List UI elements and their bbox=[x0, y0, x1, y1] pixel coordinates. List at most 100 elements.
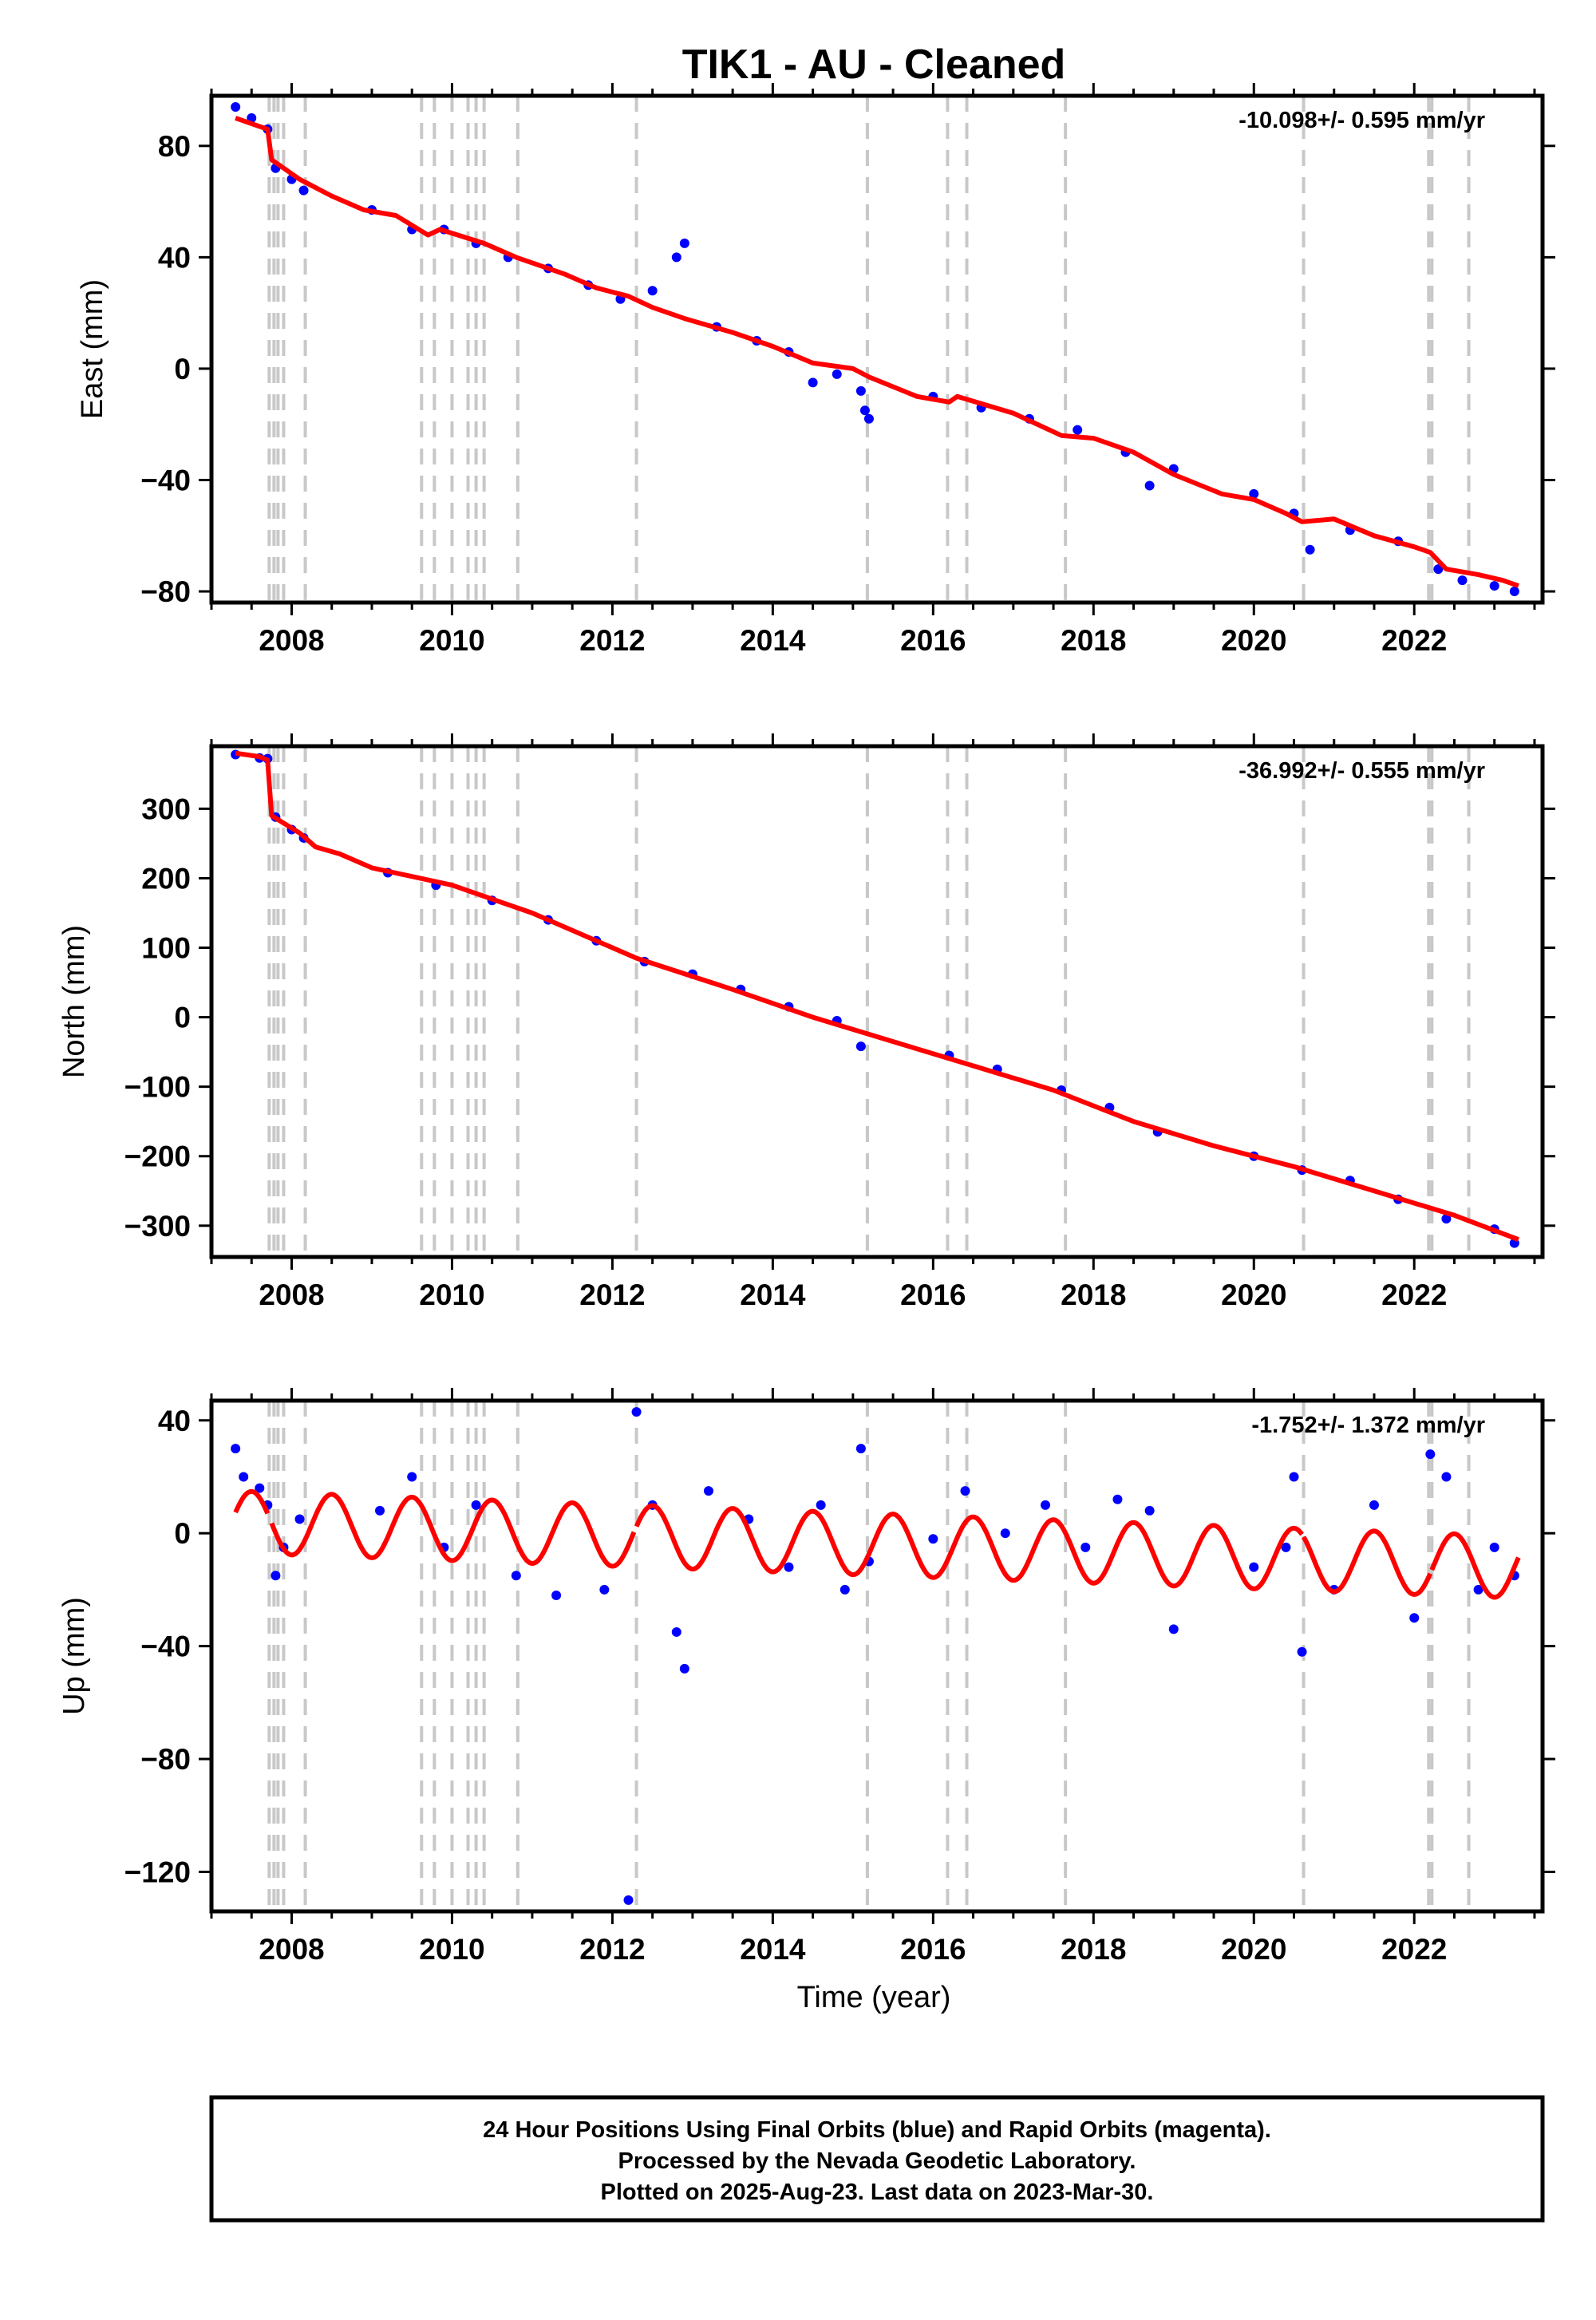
x-tick-label: 2018 bbox=[1061, 1933, 1126, 1966]
x-tick-label: 2022 bbox=[1381, 624, 1447, 657]
y-tick-label: −120 bbox=[124, 1856, 191, 1888]
data-point bbox=[1168, 1624, 1179, 1634]
y-tick-label: 0 bbox=[174, 1002, 191, 1034]
data-point bbox=[1441, 1214, 1452, 1224]
data-point bbox=[471, 1500, 481, 1510]
figure-title: TIK1 - AU - Cleaned bbox=[682, 41, 1066, 88]
data-point bbox=[1289, 1472, 1299, 1482]
data-point bbox=[703, 1486, 713, 1496]
x-tick-label: 2008 bbox=[259, 1279, 324, 1311]
x-tick-label: 2010 bbox=[419, 1933, 484, 1966]
y-tick-label: 0 bbox=[174, 353, 191, 385]
x-tick-label: 2012 bbox=[579, 1279, 645, 1311]
y-tick-label: 0 bbox=[174, 1517, 191, 1550]
data-point bbox=[647, 286, 658, 296]
x-tick-label: 2010 bbox=[419, 1279, 484, 1311]
data-point bbox=[271, 1571, 281, 1581]
data-point bbox=[1144, 480, 1155, 491]
plot-frame bbox=[209, 1398, 1545, 1914]
data-point bbox=[1297, 1646, 1307, 1657]
data-point bbox=[808, 377, 818, 388]
y-tick-label: −40 bbox=[140, 464, 191, 496]
y-tick-label: 80 bbox=[158, 130, 191, 163]
data-point bbox=[511, 1571, 521, 1581]
data-point bbox=[1144, 1505, 1155, 1516]
data-point bbox=[784, 1562, 794, 1572]
model-fit-line bbox=[235, 750, 1519, 1243]
panels: 2008 2010 2012 2014 2016 2018 2020 2022 −80 −40 0 4… bbox=[57, 83, 1555, 1966]
data-point bbox=[294, 1514, 305, 1524]
data-point bbox=[407, 1472, 417, 1482]
x-tick-label: 2018 bbox=[1061, 624, 1126, 657]
panel-east: 2008 2010 2012 2014 2016 2018 2020 2022 −80 −40 0 4… bbox=[76, 83, 1555, 657]
data-point bbox=[1281, 1542, 1291, 1552]
data-point bbox=[1073, 425, 1083, 435]
footer-frame bbox=[209, 2095, 1545, 2223]
data-point bbox=[816, 1500, 826, 1510]
data-point bbox=[1441, 1472, 1452, 1482]
data-point bbox=[855, 385, 866, 396]
data-point bbox=[1041, 1500, 1051, 1510]
data-point bbox=[599, 1584, 610, 1595]
footer-line-2: Processed by the Nevada Geodetic Laborat… bbox=[618, 2148, 1136, 2174]
x-tick-label: 2020 bbox=[1221, 624, 1286, 657]
x-tick-label: 2010 bbox=[419, 624, 484, 657]
x-tick-label: 2012 bbox=[579, 1933, 645, 1966]
y-axis-title: Up (mm) bbox=[57, 1597, 91, 1715]
data-point bbox=[928, 1534, 938, 1544]
data-point bbox=[679, 1663, 689, 1674]
data-point bbox=[855, 1041, 866, 1052]
data-point bbox=[231, 1444, 241, 1454]
x-tick-label: 2014 bbox=[740, 1279, 806, 1311]
data-point bbox=[671, 1626, 681, 1637]
data-point bbox=[679, 238, 689, 248]
data-point bbox=[1112, 1494, 1123, 1504]
data-point bbox=[631, 1407, 642, 1417]
y-tick-label: 200 bbox=[141, 862, 191, 895]
plot-frame bbox=[209, 744, 1545, 1259]
data-point bbox=[863, 413, 874, 424]
data-point bbox=[1457, 575, 1468, 586]
data-point bbox=[1409, 1613, 1420, 1623]
x-tick-label: 2016 bbox=[900, 1279, 966, 1311]
data-point bbox=[1473, 1584, 1483, 1595]
velocity-annotation: -10.098+/- 0.595 mm/yr bbox=[1238, 108, 1485, 133]
y-tick-label: −80 bbox=[140, 575, 191, 608]
x-tick-label: 2018 bbox=[1061, 1279, 1126, 1311]
y-tick-label: 300 bbox=[141, 792, 191, 825]
y-tick-label: −100 bbox=[124, 1071, 191, 1104]
y-tick-label: 40 bbox=[158, 1405, 191, 1437]
data-point bbox=[960, 1486, 970, 1496]
x-tick-label: 2022 bbox=[1381, 1933, 1447, 1966]
x-tick-label: 2020 bbox=[1221, 1933, 1286, 1966]
x-tick-label: 2022 bbox=[1381, 1279, 1447, 1311]
data-point bbox=[1000, 1528, 1010, 1539]
data-point bbox=[255, 1483, 265, 1493]
x-axis-title: Time (year) bbox=[797, 1981, 951, 2014]
data-point bbox=[375, 1505, 385, 1516]
y-tick-label: 100 bbox=[141, 932, 191, 965]
x-tick-label: 2016 bbox=[900, 624, 966, 657]
footer-line-1: 24 Hour Positions Using Final Orbits (bl… bbox=[483, 2117, 1271, 2143]
data-point bbox=[1249, 1562, 1259, 1572]
data-point bbox=[859, 405, 870, 416]
x-tick-label: 2020 bbox=[1221, 1279, 1286, 1311]
model-fit-line bbox=[233, 1488, 1521, 1600]
data-point bbox=[832, 369, 842, 379]
data-point bbox=[1433, 564, 1444, 575]
data-point bbox=[855, 1444, 866, 1454]
data-point bbox=[1509, 587, 1519, 597]
data-point bbox=[1249, 488, 1259, 499]
data-point bbox=[671, 252, 681, 263]
x-tick-label: 2014 bbox=[740, 1933, 806, 1966]
y-tick-label: −40 bbox=[140, 1630, 191, 1663]
y-axis-title: East (mm) bbox=[76, 279, 109, 419]
data-point bbox=[1425, 1449, 1436, 1460]
model-fit-line bbox=[235, 116, 1519, 588]
data-point bbox=[839, 1584, 850, 1595]
data-point bbox=[298, 185, 309, 196]
plot-frame bbox=[209, 93, 1545, 605]
